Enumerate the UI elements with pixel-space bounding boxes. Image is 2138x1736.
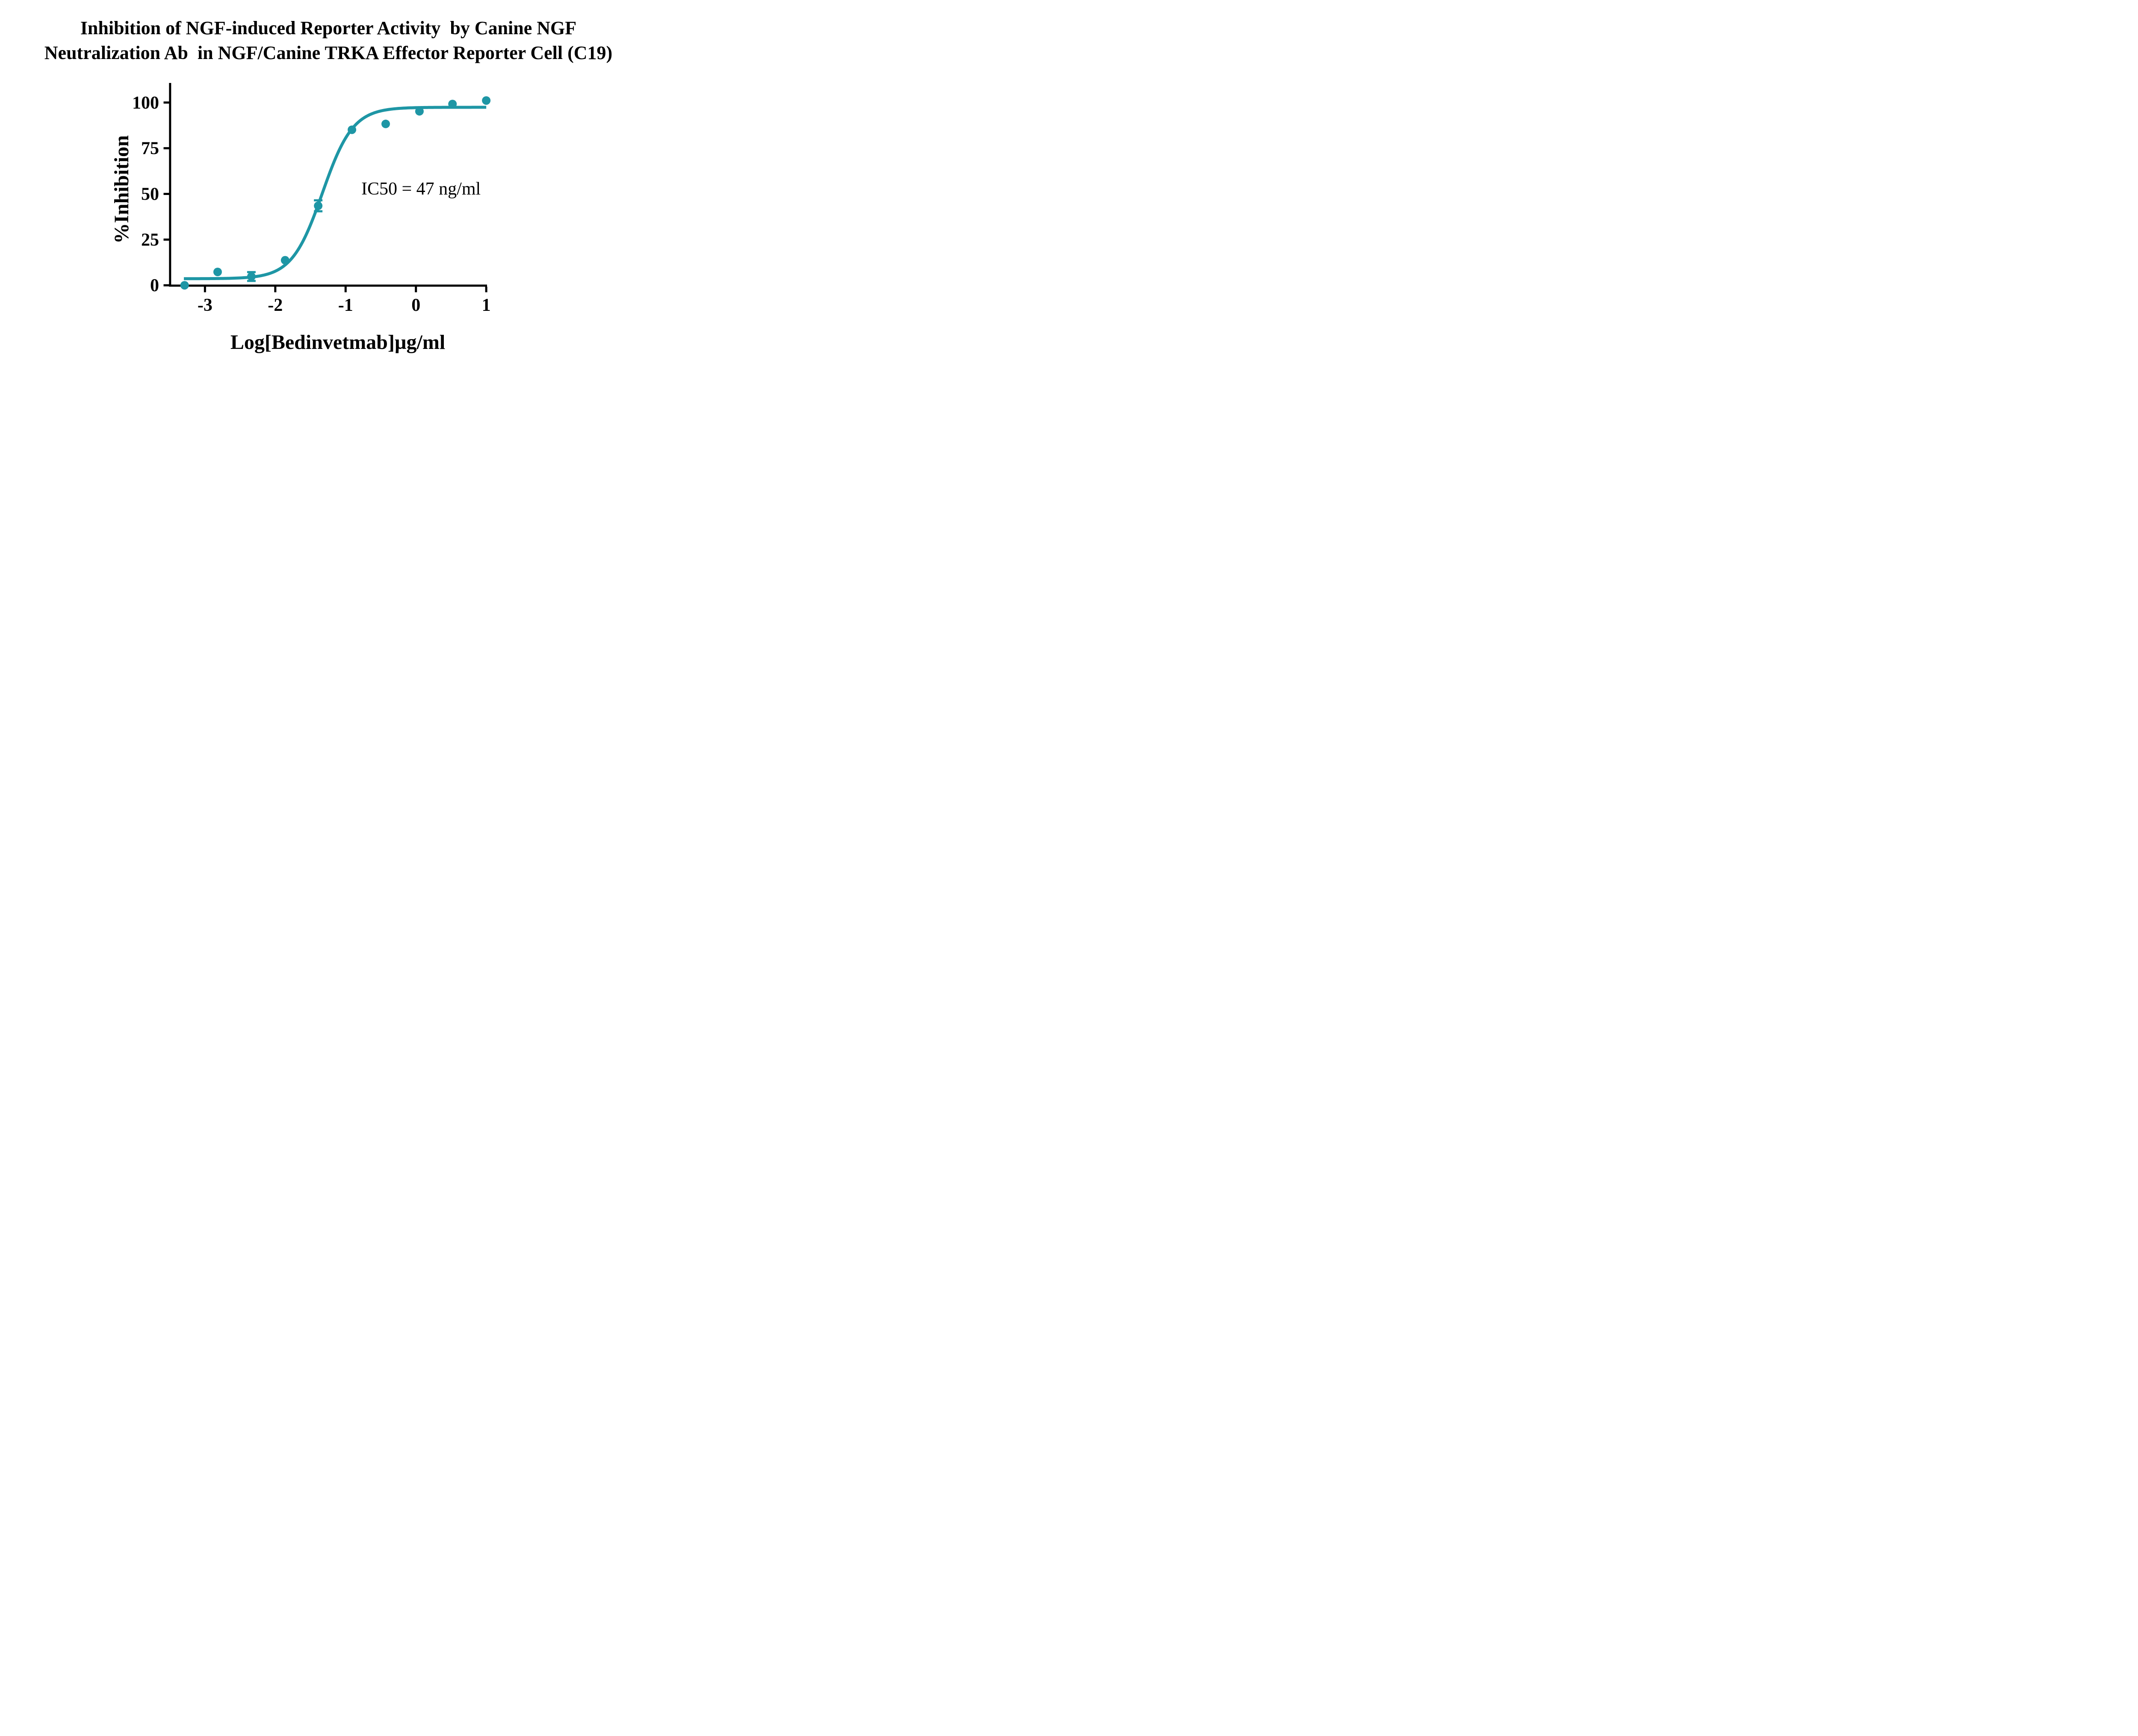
x-axis-label: Log[Bedinvetmab]µg/ml [230, 331, 445, 354]
y-tick-label: 50 [141, 185, 159, 204]
x-tick-label: 1 [482, 295, 491, 315]
data-point-marker [348, 125, 357, 134]
data-point-marker [381, 119, 390, 128]
y-axis-label: %Inhibition [110, 135, 133, 243]
data-point-marker [482, 96, 491, 105]
y-tick-label: 100 [132, 93, 159, 113]
y-tick-label: 75 [141, 139, 159, 159]
y-tick-label: 0 [150, 276, 159, 295]
data-point-marker [180, 281, 189, 290]
chart-title-line-1: Inhibition of NGF-induced Reporter Activ… [80, 18, 577, 38]
data-point-marker [448, 100, 457, 109]
figure: Inhibition of NGF-induced Reporter Activ… [0, 0, 657, 362]
data-point-marker [415, 107, 424, 116]
ic50-annotation: IC50 = 47 ng/ml [361, 179, 481, 199]
axis-ticks: -3 -2 -1 0 1 0 25 50 75 100 [132, 93, 491, 315]
plot-layer [180, 96, 491, 290]
chart-title: Inhibition of NGF-induced Reporter Activ… [0, 16, 657, 65]
fit-curve [183, 106, 487, 280]
data-point-marker [281, 256, 289, 265]
x-tick-label: -1 [338, 295, 353, 315]
x-tick-label: -3 [198, 295, 213, 315]
data-point-marker [213, 267, 222, 276]
y-tick-label: 25 [141, 230, 159, 250]
dose-response-chart: -3 -2 -1 0 1 0 25 50 75 100 %Inhibition Log[Bedin… [110, 83, 491, 354]
data-point-marker [314, 201, 323, 210]
data-point-marker [247, 272, 256, 281]
chart-title-line-2: Neutralization Ab in NGF/Canine TRKA Eff… [44, 42, 613, 63]
x-tick-label: -2 [268, 295, 283, 315]
x-tick-label: 0 [411, 295, 420, 315]
